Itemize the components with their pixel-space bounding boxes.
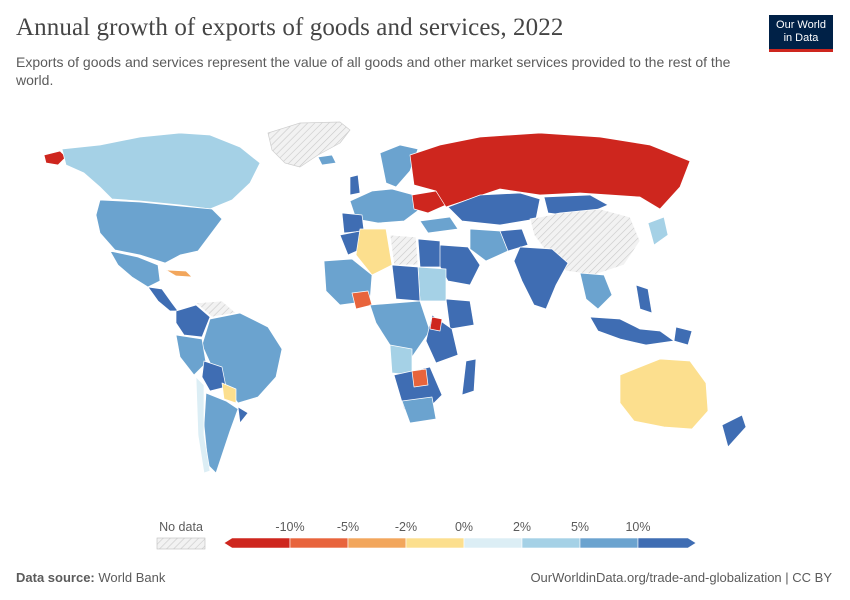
russia[interactable] <box>409 132 691 210</box>
legend-tick-label: 2% <box>513 520 531 534</box>
legend-bin[interactable] <box>347 537 407 549</box>
logo-line-2: in Data <box>783 32 819 44</box>
indonesia[interactable] <box>589 316 675 346</box>
new-zealand[interactable] <box>721 414 747 448</box>
united-states[interactable] <box>95 199 223 264</box>
color-legend: No data -10% -5% -2% 0% 2% 5% 10% <box>156 520 697 550</box>
southeast-asia[interactable] <box>579 272 613 310</box>
uganda[interactable] <box>429 316 443 332</box>
data-source-value[interactable]: World Bank <box>98 570 166 585</box>
afghanistan[interactable] <box>499 228 529 252</box>
legend-tick-label: -10% <box>275 520 304 534</box>
legend-bin[interactable] <box>405 537 465 549</box>
papua-new-guinea[interactable] <box>673 326 693 346</box>
india[interactable] <box>513 246 569 310</box>
nigeria[interactable] <box>351 290 373 310</box>
peru[interactable] <box>175 334 207 376</box>
world-map[interactable] <box>0 105 850 505</box>
venezuela[interactable] <box>195 300 237 318</box>
argentina[interactable] <box>203 392 239 474</box>
legend-tick-label: 0% <box>455 520 473 534</box>
data-source-label: Data source: <box>16 570 95 585</box>
madagascar[interactable] <box>461 358 477 396</box>
philippines[interactable] <box>635 284 653 314</box>
legend-bin[interactable] <box>637 537 697 549</box>
ethiopia[interactable] <box>445 298 475 330</box>
legend-no-data-swatch <box>156 537 206 550</box>
iran[interactable] <box>469 228 509 262</box>
greenland[interactable] <box>267 121 351 168</box>
chad[interactable] <box>391 264 421 302</box>
legend-bin[interactable] <box>579 537 639 549</box>
cuba[interactable] <box>165 269 193 278</box>
chart-title: Annual growth of exports of goods and se… <box>16 14 564 41</box>
zimbabwe[interactable] <box>411 368 429 388</box>
owid-logo[interactable]: Our World in Data <box>769 15 833 52</box>
south-africa[interactable] <box>401 396 437 424</box>
alaska[interactable] <box>43 150 67 166</box>
united-kingdom[interactable] <box>349 174 361 196</box>
source-url[interactable]: OurWorldinData.org/trade-and-globalizati… <box>530 570 832 585</box>
legend-bin[interactable] <box>223 537 291 549</box>
legend-tick-label: -5% <box>337 520 359 534</box>
turkey[interactable] <box>419 216 459 234</box>
algeria[interactable] <box>355 228 393 276</box>
chile[interactable] <box>195 376 211 474</box>
legend-tick-label: 10% <box>625 520 650 534</box>
legend-tick-label: -2% <box>395 520 417 534</box>
mexico[interactable] <box>109 250 161 288</box>
australia[interactable] <box>619 358 709 430</box>
central-america[interactable] <box>147 286 179 312</box>
logo-line-1: Our World <box>776 19 826 31</box>
legend-no-data-label: No data <box>159 520 203 534</box>
colombia[interactable] <box>175 304 211 338</box>
legend-bin[interactable] <box>463 537 523 549</box>
legend-bin[interactable] <box>521 537 581 549</box>
chart-subtitle: Exports of goods and services represent … <box>16 54 731 88</box>
uruguay[interactable] <box>237 406 249 424</box>
angola[interactable] <box>389 344 413 376</box>
data-source: Data source: World Bank <box>16 570 165 585</box>
legend-bin[interactable] <box>289 537 349 549</box>
canada[interactable] <box>61 132 261 210</box>
egypt[interactable] <box>417 238 441 268</box>
kazakhstan[interactable] <box>447 192 541 226</box>
iceland[interactable] <box>317 154 337 166</box>
japan[interactable] <box>647 216 669 246</box>
scandinavia[interactable] <box>379 144 419 188</box>
sudan[interactable] <box>417 266 447 302</box>
ukraine[interactable] <box>411 190 447 214</box>
legend-tick-label: 5% <box>571 520 589 534</box>
libya[interactable] <box>389 234 419 266</box>
paraguay[interactable] <box>221 382 237 404</box>
bolivia[interactable] <box>201 360 227 392</box>
